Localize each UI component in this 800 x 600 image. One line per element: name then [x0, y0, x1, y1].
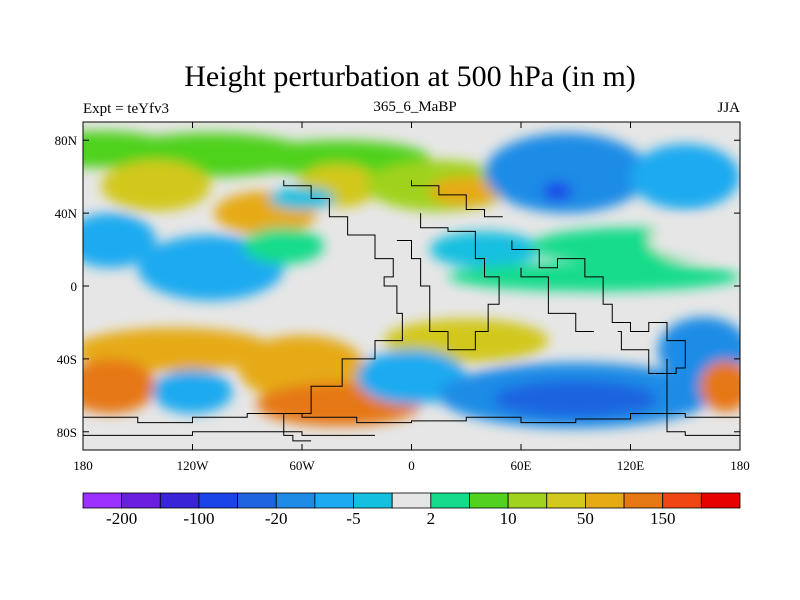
colorbar-swatch: [623, 492, 664, 509]
colorbar-swatch: [507, 492, 548, 509]
x-tick-label: 60W: [289, 458, 315, 473]
y-tick-label: 80N: [55, 133, 78, 148]
period-label: 365_6_MaBP: [373, 99, 457, 115]
coastline-4: [520, 267, 594, 333]
anomaly-region-11: [630, 143, 740, 210]
anomaly-region-3: [101, 160, 211, 212]
colorbar-label: -20: [264, 509, 288, 528]
colorbar-label: -5: [346, 509, 361, 528]
colorbar-swatch: [662, 492, 702, 509]
coastline-7: [666, 358, 740, 436]
height-field: [83, 122, 740, 450]
x-tick-label: 180: [730, 458, 750, 473]
anomaly-region-26: [493, 380, 658, 418]
anomaly-region-8: [269, 187, 335, 210]
colorbar-swatch: [82, 492, 123, 509]
season-label: JJA: [717, 100, 740, 116]
colorbar-label: -100: [183, 509, 215, 528]
colorbar: [82, 492, 741, 509]
colorbar-swatch: [469, 492, 509, 509]
coastline-3: [511, 240, 686, 374]
y-tick-label: 40S: [57, 352, 77, 367]
axes: 180 120W 60W 0 60E 120E 180 80N 40N 0 40S 80S: [55, 122, 750, 473]
anomaly-region-20: [83, 358, 156, 414]
coastline-2: [396, 213, 500, 351]
experiment-label: Expt = teYfv3: [83, 101, 169, 117]
colorbar-swatch: [314, 492, 354, 509]
colorbar-swatch: [430, 492, 470, 509]
colorbar-label: 10: [499, 509, 517, 528]
y-tick-label: 0: [71, 279, 78, 294]
anomaly-region-10: [542, 182, 573, 201]
colorbar-label: 50: [576, 509, 594, 528]
colorbar-swatch: [546, 492, 586, 509]
x-tick-label: 120W: [177, 458, 210, 473]
colorbar-swatch: [275, 492, 316, 509]
anomaly-region-28: [699, 360, 740, 412]
colorbar-swatch: [353, 492, 393, 509]
anomaly-region-12: [83, 213, 156, 268]
plot-title: Height perturbation at 500 hPa (in m): [184, 60, 636, 93]
anomaly-region-24: [356, 349, 467, 405]
colorbar-label: -200: [106, 509, 138, 528]
coastlines: [83, 180, 740, 442]
colorbar-swatch: [700, 492, 741, 509]
anomaly-region-7: [429, 176, 503, 206]
anomaly-region-9: [484, 132, 649, 214]
colorbar-label: 150: [649, 509, 676, 528]
anomaly-region-14: [243, 227, 324, 265]
anomaly-region-29: [648, 222, 740, 259]
anomaly-region-23: [152, 369, 233, 414]
x-tick-label: 120E: [617, 458, 645, 473]
coastline-1: [411, 180, 503, 218]
colorbar-swatch: [237, 492, 277, 509]
y-tick-label: 80S: [57, 425, 77, 440]
x-tick-label: 0: [408, 458, 415, 473]
colorbar-swatch: [198, 492, 238, 509]
x-tick-label: 180: [73, 458, 93, 473]
colorbar-label: 2: [426, 509, 436, 528]
colorbar-swatch: [391, 492, 432, 509]
colorbar-swatch: [585, 492, 625, 509]
anomaly-region-2: [247, 140, 430, 177]
x-tick-label: 60E: [511, 458, 532, 473]
coastline-5: [83, 413, 740, 424]
coastline-6: [83, 431, 375, 436]
y-tick-label: 40N: [55, 206, 78, 221]
colorbar-swatch: [121, 492, 161, 509]
anomaly-region-18: [83, 327, 275, 372]
colorbar-swatch: [159, 492, 200, 509]
